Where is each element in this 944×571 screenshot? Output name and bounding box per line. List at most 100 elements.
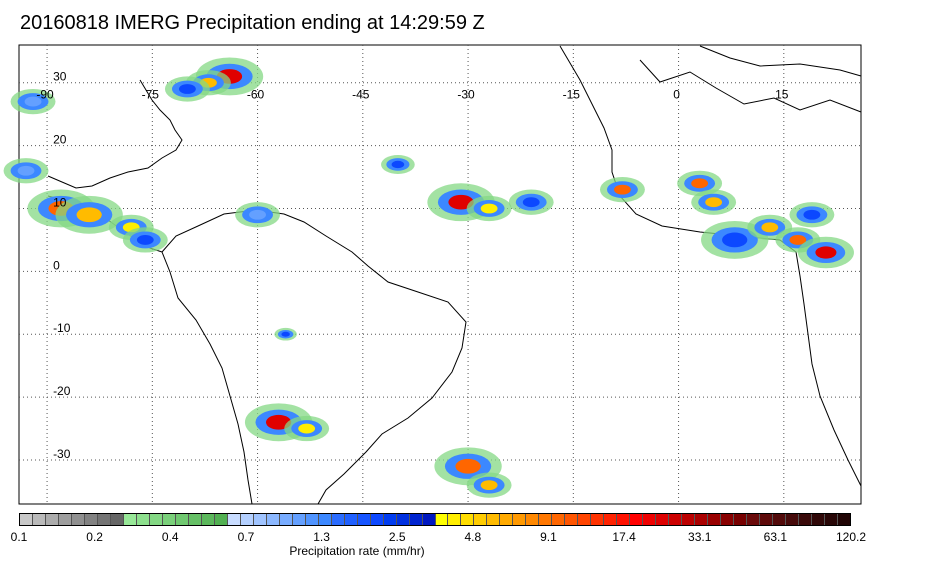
longitude-label: -75: [142, 88, 160, 102]
colorbar-swatch: [32, 514, 46, 525]
colorbar-swatch: [227, 514, 241, 525]
latitude-label: -30: [53, 447, 71, 461]
colorbar-swatch: [669, 514, 683, 525]
longitude-labels: -90 -75 -60 -45 -30 -15 0 15: [36, 88, 788, 102]
colorbar-swatch: [591, 514, 605, 525]
colorbar-tick-label: 33.1: [688, 530, 712, 544]
precip-cell: [17, 165, 35, 176]
colorbar-tick-label: 2.5: [388, 530, 406, 544]
precip-cell: [761, 222, 779, 233]
colorbar-swatch: [786, 514, 800, 525]
colorbar-swatch: [825, 514, 839, 525]
colorbar-swatch: [539, 514, 553, 525]
longitude-label: -15: [563, 88, 581, 102]
colorbar-tick-label: 1.3: [313, 530, 330, 544]
precip-cell: [76, 207, 102, 223]
colorbar-swatch: [175, 514, 189, 525]
latitude-label: -20: [53, 384, 71, 398]
africa-north-coast: [699, 45, 862, 77]
colorbar-swatch: [188, 514, 202, 525]
precip-cell: [815, 246, 837, 259]
latitude-label: 0: [53, 258, 60, 272]
precip-cell: [249, 209, 266, 220]
colorbar-swatch: [500, 514, 514, 525]
latitude-label: -10: [53, 321, 71, 335]
colorbar-swatch: [383, 514, 397, 525]
colorbar-tick-label: 0.2: [86, 530, 103, 544]
colorbar-swatch: [604, 514, 618, 525]
colorbar-swatch: [435, 514, 449, 525]
colorbar-swatch: [45, 514, 59, 525]
colorbar-swatch: [838, 514, 850, 525]
colorbar-swatch: [708, 514, 722, 525]
colorbar-swatch: [318, 514, 332, 525]
colorbar-swatch: [812, 514, 826, 525]
colorbar-swatch: [136, 514, 150, 525]
longitude-label: 0: [673, 88, 680, 102]
colorbar-swatch: [84, 514, 98, 525]
colorbar-swatch: [58, 514, 72, 525]
latitude-labels: 30 20 10 0 -10 -20 -30: [53, 70, 71, 461]
colorbar-swatch: [617, 514, 631, 525]
colorbar-swatch: [552, 514, 566, 525]
colorbar-tick-label: 0.7: [237, 530, 255, 544]
colorbar-tick-label: 17.4: [612, 530, 636, 544]
precip-cell: [722, 232, 748, 248]
longitude-label: -90: [36, 88, 54, 102]
colorbar: [19, 513, 851, 526]
colorbar-swatch: [253, 514, 267, 525]
latitude-label: 10: [53, 195, 67, 209]
colorbar-swatch: [773, 514, 787, 525]
longitude-label: -60: [247, 88, 265, 102]
precipitation-cells: [3, 57, 854, 498]
colorbar-swatch: [370, 514, 384, 525]
colorbar-swatch: [409, 514, 423, 525]
precip-cell: [178, 84, 196, 94]
precip-cell: [298, 423, 316, 434]
colorbar-swatch: [279, 514, 293, 525]
precip-cell: [480, 203, 498, 214]
colorbar-swatch: [565, 514, 579, 525]
precip-cell: [455, 458, 481, 474]
colorbar-swatch: [331, 514, 345, 525]
colorbar-tick-label: 0.4: [161, 530, 179, 544]
colorbar-tick-label: 63.1: [763, 530, 788, 544]
precip-cell: [391, 160, 405, 169]
colorbar-swatch: [799, 514, 813, 525]
colorbar-swatch: [682, 514, 696, 525]
south-america-west-coast: [161, 251, 253, 505]
colorbar-swatch: [513, 514, 527, 525]
north-america-coast: [47, 79, 183, 189]
map-title: 20160818 IMERG Precipitation ending at 1…: [20, 12, 485, 34]
colorbar-swatch: [162, 514, 176, 525]
colorbar-swatch: [110, 514, 124, 525]
precip-cell: [136, 235, 154, 245]
longitude-label: -45: [352, 88, 370, 102]
colorbar-tick-label: 0.1: [10, 530, 28, 544]
colorbar-swatch: [526, 514, 540, 525]
precip-cell: [480, 480, 498, 491]
colorbar-swatch: [487, 514, 501, 525]
precip-cell: [522, 197, 540, 208]
colorbar-swatch: [461, 514, 475, 525]
colorbar-swatch: [20, 514, 33, 525]
colorbar-swatch: [201, 514, 215, 525]
precip-cell: [803, 209, 821, 220]
colorbar-swatch: [422, 514, 436, 525]
precip-cell: [24, 96, 42, 107]
colorbar-swatch: [721, 514, 735, 525]
precip-cell: [789, 235, 807, 245]
colorbar-swatch: [578, 514, 592, 525]
latitude-label: 20: [53, 133, 67, 147]
colorbar-swatch: [266, 514, 280, 525]
precip-cell: [691, 178, 709, 189]
longitude-label: 15: [775, 88, 789, 102]
colorbar-swatch: [630, 514, 644, 525]
colorbar-swatch: [396, 514, 410, 525]
colorbar-swatch: [344, 514, 358, 525]
colorbar-tick-label: 4.8: [464, 530, 482, 544]
colorbar-swatch: [214, 514, 228, 525]
europe-coast: [639, 59, 862, 113]
precip-cell: [705, 197, 723, 208]
